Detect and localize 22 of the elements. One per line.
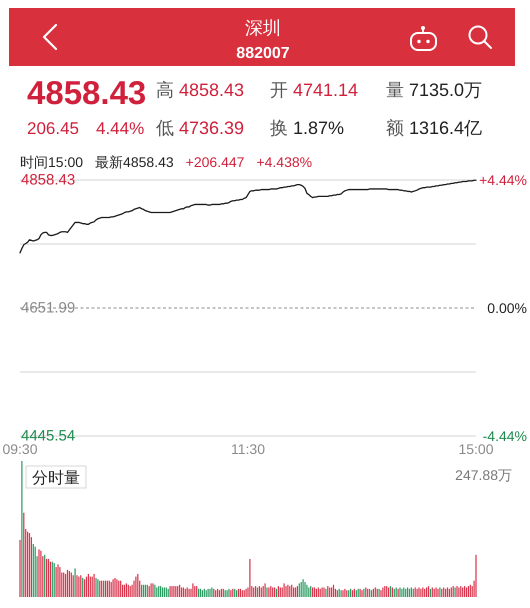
x-tick-label: 11:30	[231, 441, 266, 457]
text: 高 4858.43	[156, 80, 244, 100]
y2-tick-label: +4.44%	[479, 172, 527, 188]
text: 开 4741.14	[270, 80, 358, 100]
text: +4.438%	[256, 154, 312, 170]
annotation: 247.88万	[455, 467, 512, 483]
y-tick-label: 4858.43	[21, 172, 76, 188]
text: 最新4858.43	[95, 154, 174, 170]
y2-tick-label: -4.44%	[482, 428, 527, 444]
text: 分时量	[32, 469, 80, 487]
text: 量 7135.0万	[386, 80, 482, 100]
x-tick-label: 15:00	[458, 441, 494, 457]
text: +206.447	[186, 154, 245, 170]
text: 额 1316.4亿	[386, 118, 482, 138]
text: 882007	[236, 45, 290, 62]
text: 低 4736.39	[156, 118, 244, 138]
text: 深圳	[245, 18, 281, 38]
text: 时间15:00	[20, 154, 84, 170]
text: 206.45	[27, 119, 79, 138]
text: 4.44%	[96, 119, 144, 138]
text: 换 1.87%	[270, 118, 344, 138]
y2-tick-label: 0.00%	[487, 300, 527, 316]
